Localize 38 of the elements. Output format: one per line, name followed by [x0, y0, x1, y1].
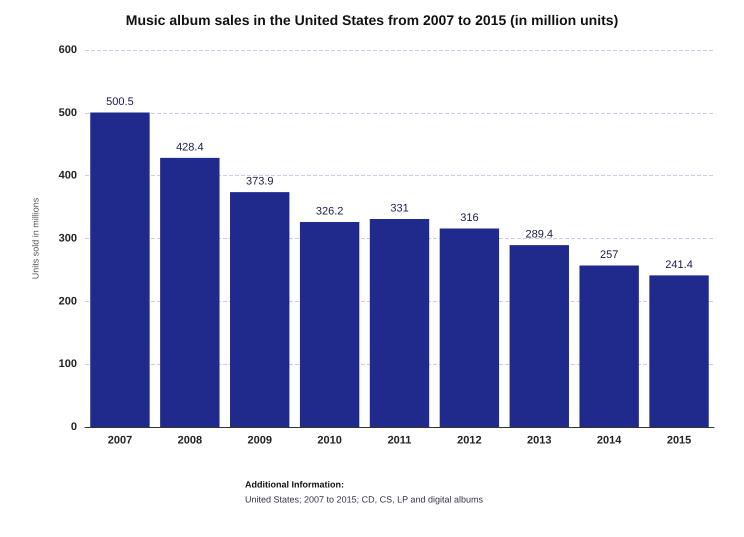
data-label: 331: [390, 202, 409, 215]
x-tick-label: 2010: [317, 434, 342, 446]
y-axis-title: Units sold in millions: [30, 197, 40, 280]
x-tick-label: 2008: [178, 434, 202, 446]
y-tick-label: 300: [58, 232, 77, 244]
bar: [90, 112, 150, 427]
x-tick-label: 2013: [527, 434, 552, 446]
bar: [440, 228, 500, 427]
y-tick-label: 200: [58, 295, 77, 308]
text: United States; 2007 to 2015; CD, CS, LP and digital albums: [245, 494, 484, 504]
bar: [510, 245, 569, 427]
y-tick-label: 600: [58, 44, 77, 56]
bar: [370, 219, 430, 427]
x-tick-label: 2015: [666, 434, 692, 446]
y-tick-label: 0: [70, 421, 77, 433]
data-label: 326.2: [316, 206, 344, 218]
x-tick-label: 2009: [247, 434, 272, 446]
data-label: 241.4: [665, 258, 693, 271]
x-tick-label: 2011: [388, 434, 412, 446]
bar: [579, 266, 639, 427]
chart-title: Music album sales in the United States from 2007 to 2015 (in million units): [126, 12, 618, 28]
bar: [160, 158, 220, 427]
data-label: 373.9: [246, 176, 274, 188]
data-label: 289.4: [526, 228, 554, 241]
bar: [300, 222, 360, 427]
text: Additional Information:: [245, 480, 344, 490]
x-tick-label: 2014: [596, 434, 622, 446]
data-label: 257: [600, 249, 618, 262]
data-label: 316: [460, 212, 479, 224]
bar: [230, 192, 290, 427]
y-tick-label: 100: [58, 358, 77, 370]
y-tick-label: 400: [58, 170, 77, 182]
data-label: 500.5: [106, 96, 134, 108]
data-label: 428.4: [176, 141, 204, 154]
x-tick-label: 2007: [108, 434, 132, 446]
x-tick-label: 2012: [457, 434, 482, 446]
bar: [649, 275, 709, 427]
y-tick-label: 500: [58, 106, 77, 119]
